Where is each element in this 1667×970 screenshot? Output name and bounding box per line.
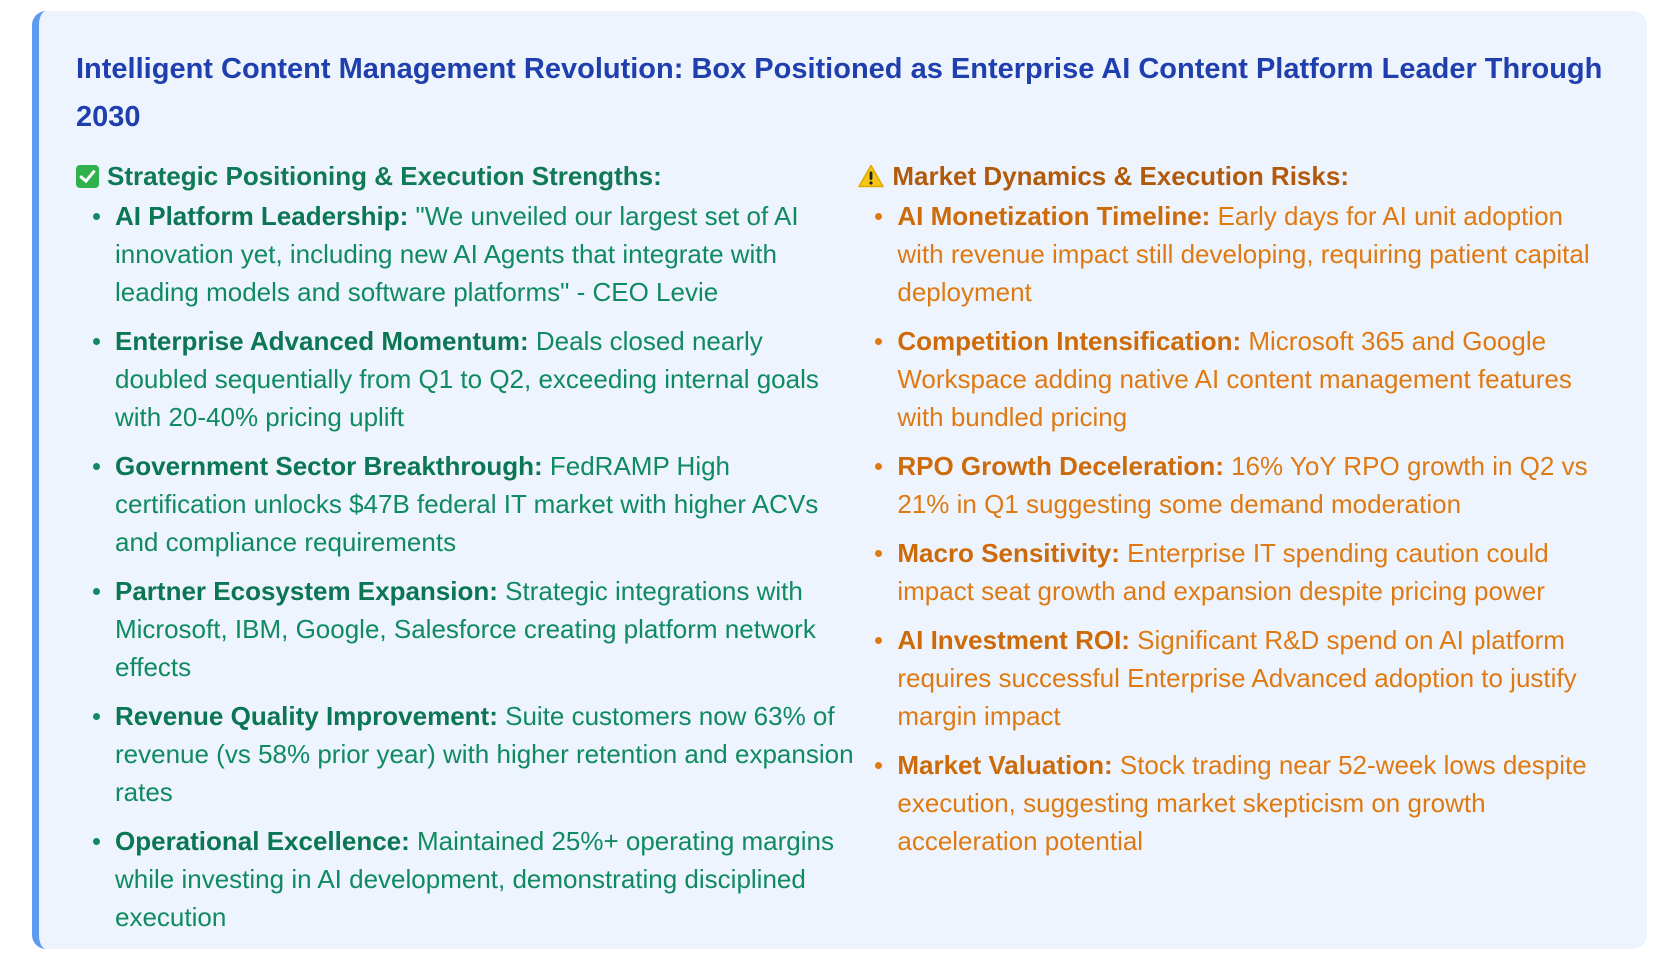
item-text: Deals closed nearly doubled sequentially…: [115, 326, 819, 432]
strengths-heading: Strategic Positioning & Execution Streng…: [76, 159, 858, 193]
item-text: 16% YoY RPO growth in Q2 vs 21% in Q1 su…: [897, 451, 1588, 519]
risks-list: AI Monetization Timeline: Early days for…: [858, 197, 1611, 871]
item-text: Strategic integrations with Microsoft, I…: [115, 576, 816, 682]
list-item: AI Platform Leadership: "We unveiled our…: [76, 197, 858, 311]
warning-icon: [858, 164, 885, 188]
list-item: Revenue Quality Improvement: Suite custo…: [76, 697, 858, 811]
item-label: Operational Excellence:: [115, 826, 410, 856]
list-item: RPO Growth Deceleration: 16% YoY RPO gro…: [858, 447, 1611, 523]
list-item: Macro Sensitivity: Enterprise IT spendin…: [858, 534, 1611, 610]
item-text: Maintained 25%+ operating margins while …: [115, 826, 834, 932]
risks-column: Market Dynamics & Execution Risks: AI Mo…: [858, 159, 1611, 947]
list-item: Government Sector Breakthrough: FedRAMP …: [76, 447, 858, 561]
list-item: Partner Ecosystem Expansion: Strategic i…: [76, 572, 858, 686]
item-label: Competition Intensification:: [897, 326, 1242, 356]
list-item: AI Monetization Timeline: Early days for…: [858, 197, 1611, 311]
item-label: AI Investment ROI:: [897, 625, 1130, 655]
list-item: AI Investment ROI: Significant R&D spend…: [858, 621, 1611, 735]
item-text: "We unveiled our largest set of AI innov…: [115, 201, 799, 307]
strengths-list: AI Platform Leadership: "We unveiled our…: [76, 197, 858, 947]
item-label: Government Sector Breakthrough:: [115, 451, 543, 481]
item-label: Partner Ecosystem Expansion:: [115, 576, 498, 606]
strengths-heading-text: Strategic Positioning & Execution Streng…: [107, 161, 662, 191]
item-label: RPO Growth Deceleration:: [897, 451, 1224, 481]
item-label: Revenue Quality Improvement:: [115, 701, 498, 731]
item-label: AI Platform Leadership:: [115, 201, 409, 231]
analysis-card: Intelligent Content Management Revolutio…: [32, 11, 1647, 949]
list-item: Operational Excellence: Maintained 25%+ …: [76, 822, 858, 936]
list-item: Competition Intensification: Microsoft 3…: [858, 322, 1611, 436]
columns: Strategic Positioning & Execution Streng…: [76, 159, 1611, 947]
item-text: FedRAMP High certification unlocks $47B …: [115, 451, 819, 557]
risks-heading-text: Market Dynamics & Execution Risks:: [892, 161, 1349, 191]
item-label: Enterprise Advanced Momentum:: [115, 326, 529, 356]
item-text: Enterprise IT spending caution could imp…: [897, 538, 1549, 606]
item-text: Microsoft 365 and Google Workspace addin…: [897, 326, 1572, 432]
item-label: Market Valuation:: [897, 750, 1113, 780]
item-text: Stock trading near 52-week lows despite …: [897, 750, 1587, 856]
item-text: Suite customers now 63% of revenue (vs 5…: [115, 701, 854, 807]
list-item: Enterprise Advanced Momentum: Deals clos…: [76, 322, 858, 436]
risks-heading: Market Dynamics & Execution Risks:: [858, 159, 1611, 193]
item-label: Macro Sensitivity:: [897, 538, 1120, 568]
item-text: Early days for AI unit adoption with rev…: [897, 201, 1590, 307]
card-title: Intelligent Content Management Revolutio…: [76, 53, 1603, 133]
item-label: AI Monetization Timeline:: [897, 201, 1211, 231]
item-text: Significant R&D spend on AI platform req…: [897, 625, 1577, 731]
strengths-column: Strategic Positioning & Execution Streng…: [76, 159, 858, 947]
check-mark-icon: [76, 164, 99, 188]
list-item: Market Valuation: Stock trading near 52-…: [858, 746, 1611, 860]
